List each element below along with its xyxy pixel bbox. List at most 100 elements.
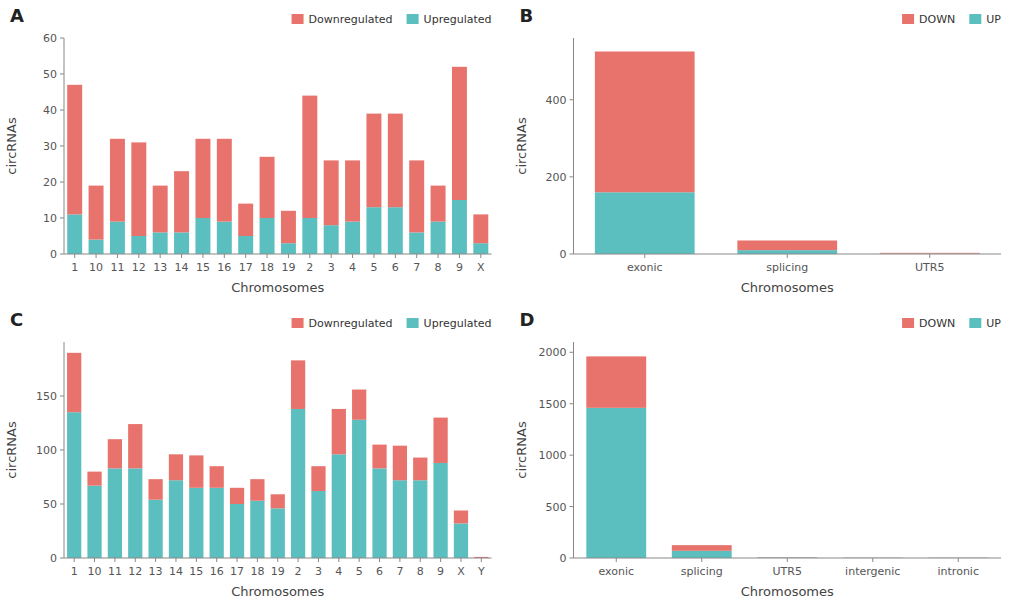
bar bbox=[230, 488, 244, 504]
bar bbox=[67, 353, 81, 412]
x-tick-label: 18 bbox=[260, 261, 274, 274]
x-tick-label: intergenic bbox=[845, 565, 900, 578]
bar bbox=[366, 114, 381, 208]
x-tick bbox=[298, 558, 299, 562]
y-tick bbox=[570, 99, 574, 100]
bar bbox=[393, 446, 407, 481]
x-tick bbox=[216, 558, 217, 562]
x-tick-label: 6 bbox=[392, 261, 399, 274]
bar bbox=[345, 222, 360, 254]
x-tick-label: 18 bbox=[250, 565, 264, 578]
y-tick bbox=[570, 455, 574, 456]
x-tick bbox=[331, 254, 332, 258]
x-tick-label: 11 bbox=[108, 565, 122, 578]
bar bbox=[108, 468, 122, 558]
bar bbox=[372, 468, 386, 558]
bar bbox=[189, 455, 203, 487]
x-tick bbox=[416, 254, 417, 258]
x-tick-label: 6 bbox=[376, 565, 383, 578]
x-tick bbox=[787, 254, 788, 258]
y-axis-label: circRNAs bbox=[514, 117, 529, 175]
bar bbox=[110, 222, 125, 254]
bar bbox=[210, 466, 224, 488]
x-tick bbox=[202, 254, 203, 258]
bar bbox=[433, 463, 447, 558]
x-tick-label: 9 bbox=[437, 565, 444, 578]
bar bbox=[595, 52, 695, 193]
x-axis-label: Chromosomes bbox=[741, 280, 834, 295]
bar bbox=[291, 409, 305, 558]
y-tick bbox=[570, 176, 574, 177]
bar bbox=[311, 491, 325, 558]
legend: DOWNUP bbox=[902, 317, 1001, 330]
panel-label: A bbox=[10, 5, 24, 26]
bar bbox=[332, 454, 346, 558]
x-tick bbox=[267, 254, 268, 258]
bar bbox=[195, 218, 210, 254]
x-tick bbox=[135, 558, 136, 562]
y-axis-label: circRNAs bbox=[4, 421, 19, 479]
y-tick bbox=[60, 450, 64, 451]
legend: DownregulatedUpregulated bbox=[292, 317, 492, 330]
bars bbox=[586, 356, 988, 558]
x-tick bbox=[309, 254, 310, 258]
x-tick bbox=[958, 558, 959, 562]
legend-swatch bbox=[969, 14, 981, 24]
y-tick bbox=[570, 506, 574, 507]
x-tick-label: 15 bbox=[196, 261, 210, 274]
bars bbox=[595, 52, 980, 255]
y-tick-label: 500 bbox=[546, 501, 567, 514]
y-tick bbox=[60, 146, 64, 147]
bar bbox=[352, 390, 366, 420]
panel-label: B bbox=[520, 5, 534, 26]
y-tick-label: 2000 bbox=[539, 346, 567, 359]
x-tick-label: 13 bbox=[149, 565, 163, 578]
bar bbox=[332, 409, 346, 454]
legend-swatch bbox=[407, 318, 419, 328]
bar bbox=[67, 412, 81, 558]
y-tick-label: 50 bbox=[43, 68, 57, 81]
bar bbox=[189, 488, 203, 558]
x-tick-label: 8 bbox=[435, 261, 442, 274]
y-tick bbox=[60, 504, 64, 505]
x-tick-label: 1 bbox=[71, 261, 78, 274]
x-tick-label: splicing bbox=[766, 261, 808, 274]
legend-item: Downregulated bbox=[292, 13, 393, 26]
bar bbox=[302, 218, 317, 254]
x-tick-label: 7 bbox=[413, 261, 420, 274]
x-tick bbox=[399, 558, 400, 562]
legend-label: DOWN bbox=[919, 13, 955, 26]
x-tick bbox=[318, 558, 319, 562]
y-tick bbox=[60, 110, 64, 111]
x-tick bbox=[155, 558, 156, 562]
legend-item: DOWN bbox=[902, 317, 955, 330]
bar bbox=[409, 160, 424, 232]
x-tick bbox=[395, 254, 396, 258]
bar bbox=[393, 480, 407, 558]
bars bbox=[67, 67, 488, 254]
bar bbox=[324, 160, 339, 225]
x-tick bbox=[438, 254, 439, 258]
x-tick-label: 19 bbox=[271, 565, 285, 578]
x-tick-label: 10 bbox=[89, 261, 103, 274]
x-tick bbox=[481, 558, 482, 562]
x-tick-label: 10 bbox=[88, 565, 102, 578]
bar bbox=[271, 494, 285, 508]
x-tick-label: 12 bbox=[132, 261, 146, 274]
bar bbox=[388, 207, 403, 254]
bar bbox=[431, 186, 446, 222]
y-tick-label: 20 bbox=[43, 176, 57, 189]
x-tick-label: 14 bbox=[175, 261, 189, 274]
bar bbox=[409, 232, 424, 254]
x-axis bbox=[64, 254, 492, 255]
bar bbox=[260, 157, 275, 218]
x-tick bbox=[96, 254, 97, 258]
bar bbox=[291, 360, 305, 409]
bar bbox=[473, 214, 488, 243]
x-tick bbox=[701, 558, 702, 562]
bar bbox=[452, 67, 467, 200]
bar bbox=[128, 424, 142, 468]
bar bbox=[67, 214, 82, 254]
y-tick-label: 1000 bbox=[539, 449, 567, 462]
legend-label: DOWN bbox=[919, 317, 955, 330]
